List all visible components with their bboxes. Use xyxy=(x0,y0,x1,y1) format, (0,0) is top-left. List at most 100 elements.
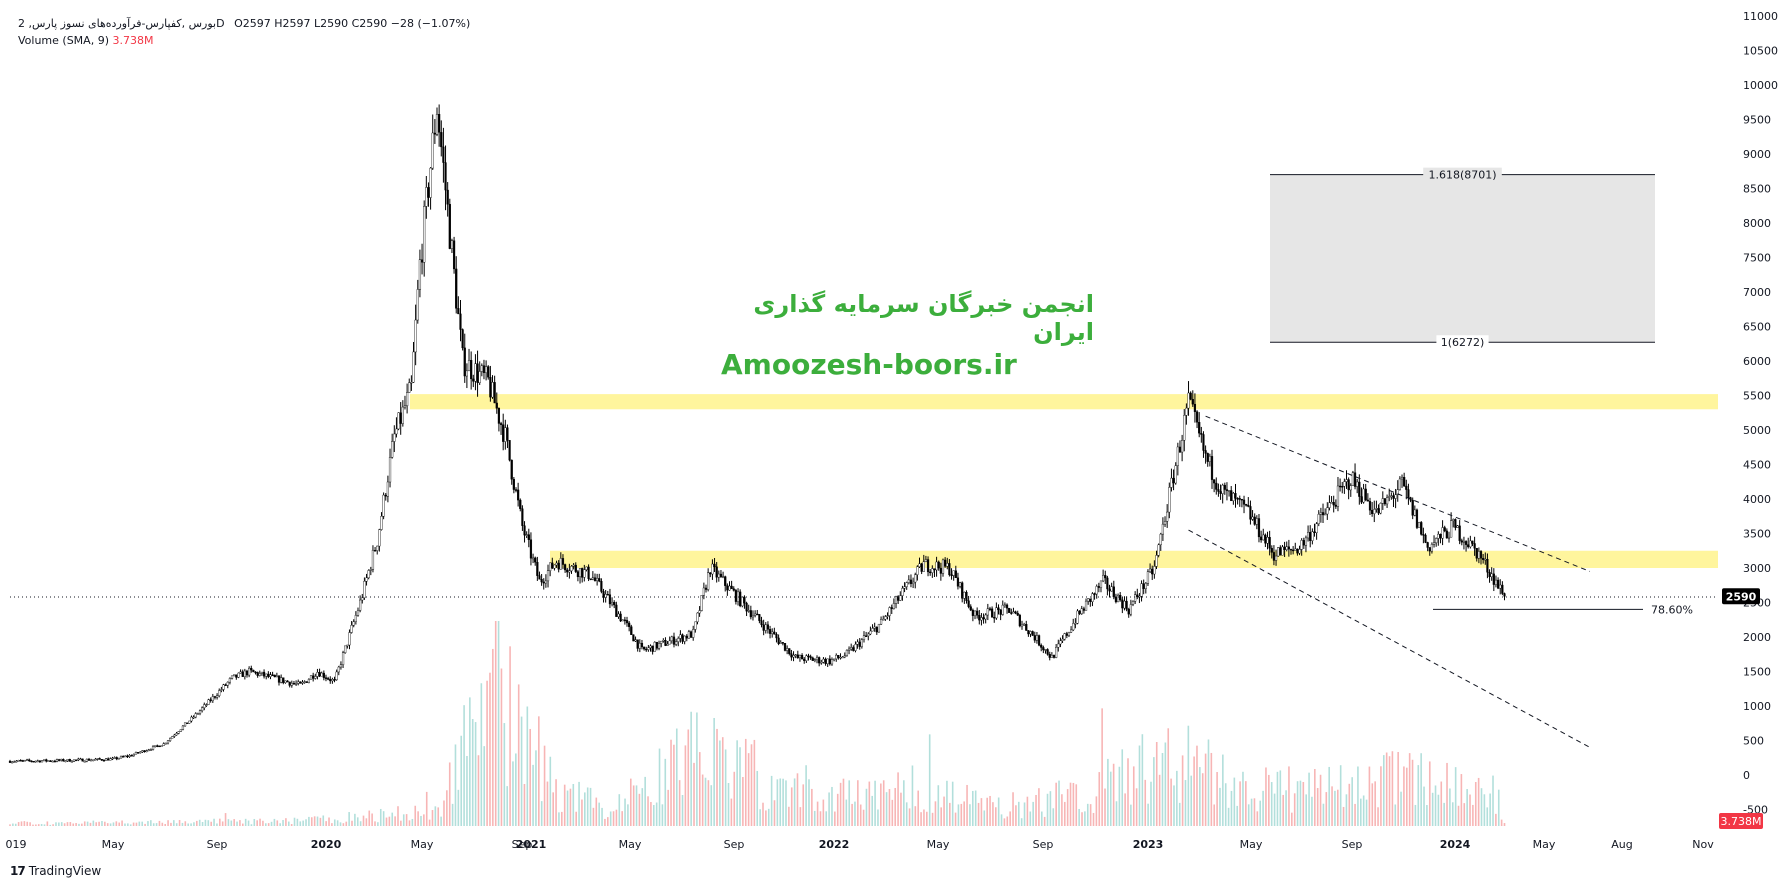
volume-bar xyxy=(247,820,250,826)
volume-bar xyxy=(379,808,382,826)
volume-bar xyxy=(405,814,408,826)
candle-body xyxy=(1037,635,1041,646)
candle-body xyxy=(267,673,270,677)
volume-bar xyxy=(693,762,695,826)
volume-bar xyxy=(862,809,865,826)
y-tick-label: 0 xyxy=(1743,769,1750,782)
candle-body xyxy=(205,704,208,706)
x-tick-label: Sep xyxy=(512,838,533,851)
volume-bar xyxy=(58,822,60,826)
candle-body xyxy=(1052,655,1056,658)
candle-body xyxy=(894,596,898,604)
candle-body xyxy=(119,756,123,759)
candle-body xyxy=(809,656,812,659)
volume-bar xyxy=(391,812,394,826)
candle-body xyxy=(1460,540,1463,543)
volume-bar xyxy=(871,795,874,826)
volume-bar xyxy=(1365,799,1368,826)
candle-body xyxy=(344,645,347,653)
candle-body xyxy=(781,642,784,644)
volume-bar xyxy=(1449,788,1451,826)
candle-body xyxy=(198,710,202,714)
candle-body xyxy=(32,761,35,763)
volume-bar xyxy=(954,812,957,826)
candle-body xyxy=(312,675,315,679)
candle-body xyxy=(1163,521,1167,525)
symbol-label[interactable]: 2 ,بورس ,کفپارس-فرآورده‌های نسوز پارسD xyxy=(18,17,225,30)
candle-body xyxy=(886,615,889,617)
candle-body xyxy=(201,707,204,711)
candle-body xyxy=(978,615,981,621)
candle-body xyxy=(1236,498,1239,500)
volume-bar xyxy=(1227,807,1230,826)
candle-body xyxy=(1127,608,1130,615)
volume-bar xyxy=(279,823,281,826)
candle-body xyxy=(1375,508,1378,510)
volume-badge-label: 3.738M xyxy=(1721,815,1762,828)
volume-indicator-label[interactable]: Volume (SMA, 9) xyxy=(18,34,109,47)
volume-bar xyxy=(1230,790,1233,826)
volume-bar xyxy=(474,722,477,826)
volume-bar xyxy=(400,820,402,826)
volume-bar xyxy=(1141,734,1144,826)
volume-bar xyxy=(1420,753,1422,826)
volume-bar xyxy=(742,777,744,826)
candle-body xyxy=(440,132,443,148)
volume-bar xyxy=(397,806,399,826)
volume-bar xyxy=(402,814,405,826)
volume-bar xyxy=(1153,757,1155,826)
candle-body xyxy=(1411,499,1414,516)
candle-body xyxy=(862,635,866,640)
candle-body xyxy=(1351,472,1355,486)
candle-body xyxy=(128,755,131,757)
volume-bar xyxy=(627,804,629,826)
volume-bar xyxy=(500,668,503,826)
volume-bar xyxy=(1164,742,1167,826)
candle-body xyxy=(546,570,550,582)
volume-bar xyxy=(974,790,977,826)
volume-bar xyxy=(411,818,414,826)
volume-bar xyxy=(750,744,753,826)
volume-legend-row[interactable]: Volume (SMA, 9) 3.738M xyxy=(18,32,470,49)
volume-bar xyxy=(515,753,517,826)
candle-body xyxy=(53,760,56,763)
candle-body xyxy=(299,681,302,684)
volume-bar xyxy=(1017,801,1020,826)
volume-bar xyxy=(385,817,388,826)
candle-body xyxy=(892,603,895,609)
volume-bar xyxy=(477,755,480,826)
candle-body xyxy=(728,585,731,591)
candle-body xyxy=(1347,479,1350,491)
candle-body xyxy=(564,564,567,571)
volume-bar xyxy=(710,785,713,826)
candle-body xyxy=(1057,643,1060,648)
candle-body xyxy=(1029,631,1032,635)
candle-body xyxy=(1187,392,1190,409)
volume-bar xyxy=(1187,725,1190,826)
footer-brand[interactable]: 17 TradingView xyxy=(10,864,101,878)
candle-body xyxy=(1193,403,1197,412)
volume-bar xyxy=(428,819,431,826)
volume-bar xyxy=(1158,774,1161,826)
candle-body xyxy=(941,559,945,574)
volume-bar xyxy=(770,775,773,826)
candle-body xyxy=(87,758,91,761)
volume-bar xyxy=(52,824,54,826)
volume-bar xyxy=(526,706,529,826)
symbol-row[interactable]: 2 ,بورس ,کفپارس-فرآورده‌های نسوز پارسD O… xyxy=(18,15,470,32)
volume-bar xyxy=(1414,804,1417,826)
volume-bar xyxy=(356,817,359,826)
price-axis[interactable]: 1100010500100009500900085008000750070006… xyxy=(1719,10,1778,829)
volume-bar xyxy=(267,823,270,826)
volume-bar xyxy=(1397,752,1399,826)
candle-body xyxy=(1456,525,1459,528)
candle-body xyxy=(944,559,947,567)
y-tick-label: 1500 xyxy=(1743,666,1771,679)
candle-body xyxy=(527,534,530,540)
candle-body xyxy=(1104,575,1107,579)
candle-body xyxy=(739,591,742,607)
volume-bar xyxy=(308,816,310,826)
volume-bar xyxy=(469,697,471,826)
